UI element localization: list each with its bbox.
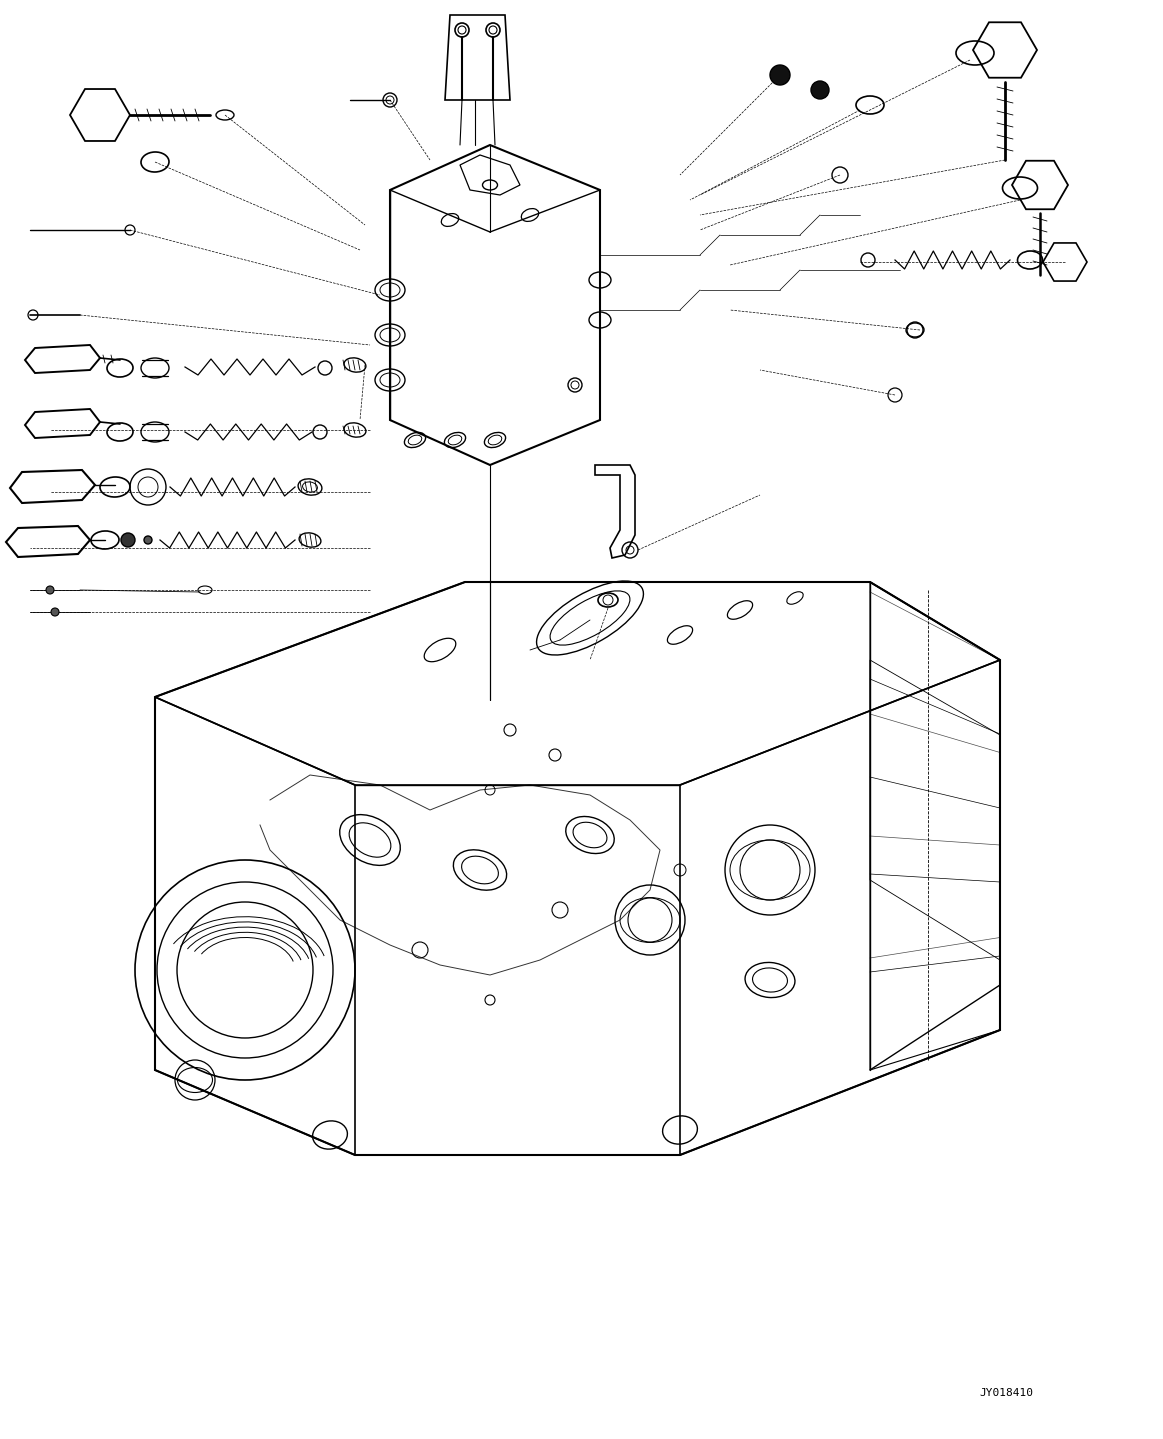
Text: JY018410: JY018410: [979, 1389, 1033, 1397]
Circle shape: [121, 532, 135, 547]
Circle shape: [51, 609, 59, 616]
Circle shape: [144, 535, 152, 544]
Circle shape: [770, 65, 790, 85]
Circle shape: [811, 81, 829, 99]
Circle shape: [47, 586, 53, 594]
